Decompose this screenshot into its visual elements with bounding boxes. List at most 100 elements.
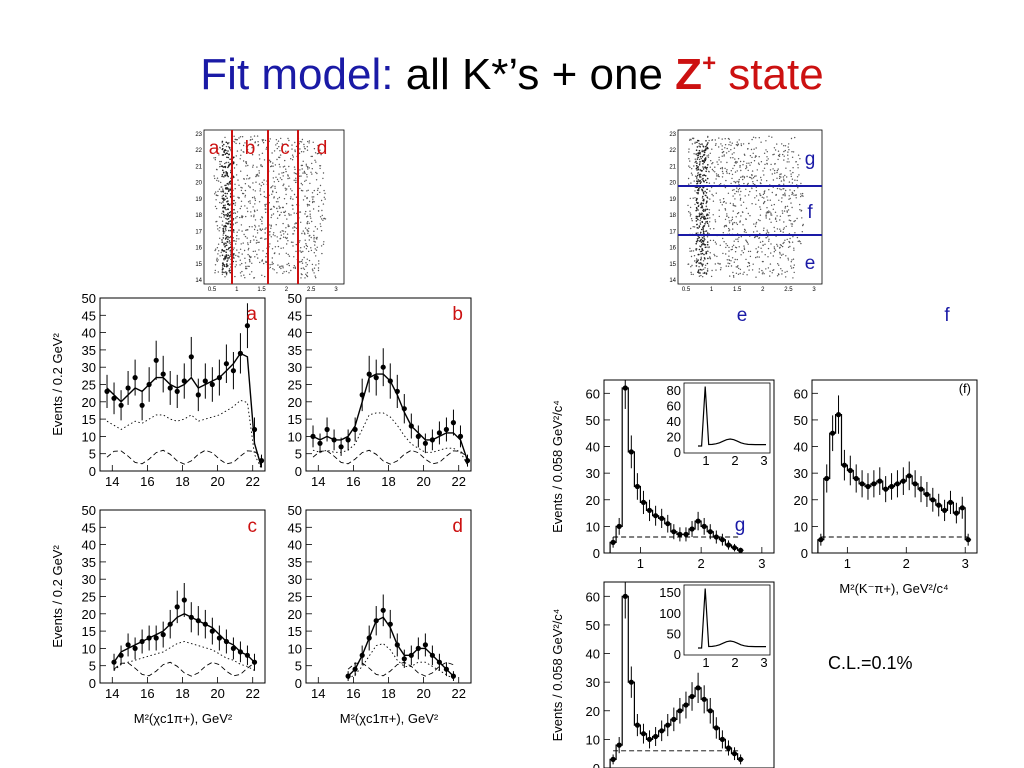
dalitz-right-ytick: 23: [669, 132, 676, 138]
data-point: [181, 597, 187, 603]
data-point: [345, 437, 351, 443]
ytick-label: 0: [593, 761, 600, 768]
ytick-label: 40: [288, 326, 302, 341]
panel-f: 0 10 20 30 40 50 60 1 2 3 (f): [794, 379, 978, 571]
inset-curve: [698, 386, 766, 447]
inset-ytick: 80: [667, 383, 681, 398]
ytick-label: 10: [794, 519, 808, 534]
data-point: [731, 751, 738, 757]
data-point: [188, 354, 194, 360]
slice-label-c: c: [280, 138, 290, 159]
xtick-label: 22: [451, 474, 465, 489]
no-z-fit-curve: [347, 643, 454, 680]
data-point: [244, 652, 250, 658]
data-point: [610, 539, 616, 546]
ytick-label: 15: [288, 624, 302, 639]
panel-label-f: (f): [959, 381, 971, 396]
data-point: [415, 433, 421, 439]
data-point: [610, 756, 616, 763]
ytick-label: 35: [288, 343, 302, 358]
data-point: [118, 652, 124, 658]
ytick-label: 20: [288, 395, 302, 410]
data-point: [132, 645, 138, 652]
xtick-label: 3: [962, 556, 969, 571]
data-point: [616, 742, 622, 748]
ytick-label: 10: [288, 429, 302, 444]
fit-curve: [347, 616, 454, 677]
dalitz-right-ytick: 19: [669, 197, 676, 203]
data-point: [646, 507, 653, 513]
data-point: [634, 483, 641, 490]
ytick-label: 50: [288, 291, 302, 306]
inset-ytick: 0: [674, 445, 681, 460]
ytick-label: 20: [82, 607, 96, 622]
data-point: [359, 652, 365, 658]
data-point: [373, 375, 379, 381]
data-point: [258, 458, 265, 464]
xtick-label: 1: [637, 556, 644, 571]
ytick-label: 40: [586, 440, 600, 455]
dalitz-left-ytick: 20: [195, 181, 202, 187]
xtick-label: 14: [311, 474, 325, 489]
data-point: [251, 426, 258, 433]
data-point: [244, 323, 250, 329]
ytick-label: 40: [586, 647, 600, 662]
data-point: [167, 621, 173, 627]
data-point: [160, 371, 166, 377]
data-point: [429, 437, 435, 443]
data-point: [824, 475, 830, 482]
ytick-label: 25: [288, 590, 302, 605]
data-point: [847, 467, 853, 474]
data-point: [701, 696, 707, 702]
confidence-level-text: C.L.=0.1%: [828, 653, 913, 673]
panel-a-frame: [99, 297, 266, 472]
slice-label-a: a: [209, 138, 220, 159]
x-axis-title-c: M²(χc1π+), GeV²: [134, 711, 233, 726]
xtick-label: 22: [451, 686, 465, 701]
xtick-label: 2: [903, 556, 910, 571]
data-point: [436, 430, 442, 436]
panel-label-c: c: [248, 516, 258, 537]
data-point: [160, 632, 166, 638]
dalitz-right: 0.5 1 1.5 2 2.5 3 14 15 16 17 18 19 20 21 22 23 g f e: [669, 129, 823, 293]
ytick-label: 50: [82, 291, 96, 306]
dalitz-left-xtick: 2.5: [307, 287, 316, 293]
dalitz-right-ytick: 16: [669, 246, 676, 252]
data-point: [167, 385, 173, 391]
ytick-label: 25: [82, 590, 96, 605]
data-point: [653, 733, 659, 740]
title-state: state: [716, 50, 824, 99]
slice-label-b: b: [245, 138, 256, 159]
dalitz-left-xtick: 0.5: [208, 287, 217, 293]
xtick-label: 18: [175, 474, 189, 489]
ytick-label: 50: [586, 413, 600, 428]
xtick-label: 22: [245, 474, 259, 489]
data-point: [380, 607, 386, 613]
ytick-label: 10: [288, 641, 302, 656]
data-point: [146, 635, 152, 641]
data-point: [738, 547, 744, 553]
ytick-label: 45: [288, 308, 302, 323]
ytick-label: 10: [82, 641, 96, 656]
data-point: [317, 440, 323, 446]
xtick-label: 3: [758, 556, 765, 571]
data-point: [671, 716, 677, 723]
data-point: [408, 652, 414, 658]
data-point: [683, 702, 689, 708]
xtick-label: 14: [105, 686, 119, 701]
data-point: [216, 375, 222, 381]
data-point: [422, 440, 428, 446]
data-point: [223, 638, 229, 645]
title-z-charge: +: [702, 50, 717, 77]
ytick-label: 45: [288, 520, 302, 535]
xtick-label: 18: [175, 686, 189, 701]
data-point: [883, 486, 889, 492]
dalitz-right-xtick: 2: [761, 287, 765, 293]
no-z-fit-curve: [113, 641, 255, 671]
ytick-label: 0: [89, 464, 96, 479]
dalitz-right-ytick: 15: [669, 262, 676, 268]
dalitz-right-ytick: 21: [669, 164, 676, 170]
